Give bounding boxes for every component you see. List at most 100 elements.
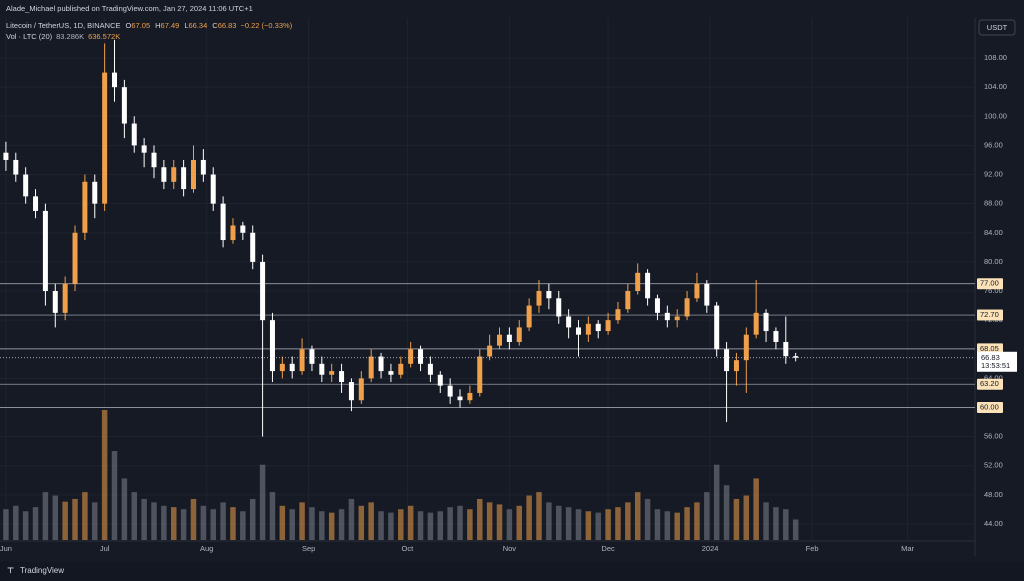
ohlc-value: 66.83 xyxy=(218,21,237,30)
volume-bar xyxy=(644,498,651,540)
volume-bar xyxy=(585,511,592,540)
volume-bar xyxy=(753,478,759,540)
candle-body xyxy=(82,181,88,233)
volume-bar xyxy=(536,492,542,540)
candle-body xyxy=(625,291,631,310)
candle-body xyxy=(575,327,581,335)
author-line: Alade_Michael published on TradingView.c… xyxy=(6,4,253,13)
candle-body xyxy=(773,331,779,342)
candle-body xyxy=(536,291,542,306)
candle-body xyxy=(200,159,206,175)
currency-button[interactable] xyxy=(978,19,1016,36)
change: −0.22 (−0.33%) xyxy=(240,21,292,30)
y-tick-label: 92.00 xyxy=(984,170,1003,179)
volume-bar xyxy=(309,507,315,540)
level-label-box xyxy=(977,378,1003,390)
volume-bar xyxy=(220,502,226,540)
volume-bar xyxy=(427,512,434,540)
x-tick-label: Sep xyxy=(302,544,315,553)
candle-body xyxy=(566,316,572,328)
candle-body xyxy=(408,349,414,364)
candle-body xyxy=(279,363,285,372)
candle-body xyxy=(141,145,147,153)
volume-bar xyxy=(190,498,197,540)
volume-bar xyxy=(792,519,799,540)
volume-bar xyxy=(161,505,167,540)
candle-body xyxy=(190,159,196,190)
y-tick-label: 52.00 xyxy=(984,461,1003,470)
volume-bar xyxy=(72,498,78,540)
level-label: 72.70 xyxy=(980,310,999,319)
x-tick-label: Jun xyxy=(0,544,12,553)
volume-bar xyxy=(289,509,295,540)
candle-body xyxy=(151,152,157,168)
candle-body xyxy=(615,309,621,321)
x-tick-label: Dec xyxy=(601,544,615,553)
volume-bar xyxy=(783,509,789,540)
volume-bar xyxy=(437,511,444,540)
volume-bar xyxy=(575,509,582,540)
candle-body xyxy=(52,291,58,313)
symbol: Litecoin / TetherUS, 1D, BINANCE xyxy=(6,21,121,30)
candle-body xyxy=(487,345,493,357)
candle-body xyxy=(595,323,601,332)
candle-body xyxy=(230,225,236,241)
level-label: 77.00 xyxy=(980,279,999,288)
candle-body xyxy=(585,323,591,335)
x-tick-label: Aug xyxy=(200,544,213,553)
candle-body xyxy=(506,334,512,342)
volume-bar xyxy=(338,509,345,540)
volume-bar xyxy=(378,511,384,540)
volume-bar xyxy=(615,507,621,540)
candle-body xyxy=(348,382,354,401)
candle-body xyxy=(42,210,48,292)
volume-bar xyxy=(595,512,601,540)
candle-body xyxy=(793,356,799,358)
volume-bar xyxy=(743,495,750,540)
candle-body xyxy=(457,396,463,401)
candle-body xyxy=(398,363,404,375)
level-label: 63.20 xyxy=(980,379,999,388)
candle-body xyxy=(3,152,9,160)
currency[interactable]: USDT xyxy=(987,23,1008,32)
candle-body xyxy=(368,356,374,379)
volume-bar xyxy=(733,498,740,540)
volume-bar xyxy=(141,498,147,540)
candle-body xyxy=(250,232,256,262)
x-tick-label: Mar xyxy=(901,544,914,553)
volume-bar xyxy=(684,507,690,540)
candle-body xyxy=(556,298,562,317)
volume-bar xyxy=(457,505,463,540)
volume-bar xyxy=(3,509,9,540)
candle-body xyxy=(112,72,118,88)
candle-body xyxy=(378,356,384,372)
volume-bar xyxy=(22,511,29,540)
candle-body xyxy=(289,363,295,372)
volume-bar xyxy=(407,505,414,540)
candle-body xyxy=(260,261,266,321)
y-tick-label: 84.00 xyxy=(984,228,1003,237)
volume-bar xyxy=(328,512,335,540)
volume-bar xyxy=(417,511,424,540)
candle-body xyxy=(269,320,275,372)
volume-bar xyxy=(13,505,19,540)
volume-bar xyxy=(230,507,236,540)
volume-bar xyxy=(398,509,404,540)
candle-body xyxy=(62,283,68,313)
candle-body xyxy=(220,203,226,241)
volume-bar xyxy=(634,492,641,540)
volume-bar xyxy=(447,507,453,540)
volume-bar xyxy=(358,505,365,540)
y-tick-label: 44.00 xyxy=(984,519,1003,528)
volume-bar xyxy=(713,464,720,540)
volume-bar xyxy=(180,509,187,540)
x-tick-label: Nov xyxy=(503,544,517,553)
candle-body xyxy=(102,72,108,204)
candle-body xyxy=(418,349,424,364)
y-tick-label: 56.00 xyxy=(984,432,1003,441)
volume-bar xyxy=(92,502,98,540)
candle-body xyxy=(131,123,137,146)
candle-body xyxy=(467,392,473,401)
